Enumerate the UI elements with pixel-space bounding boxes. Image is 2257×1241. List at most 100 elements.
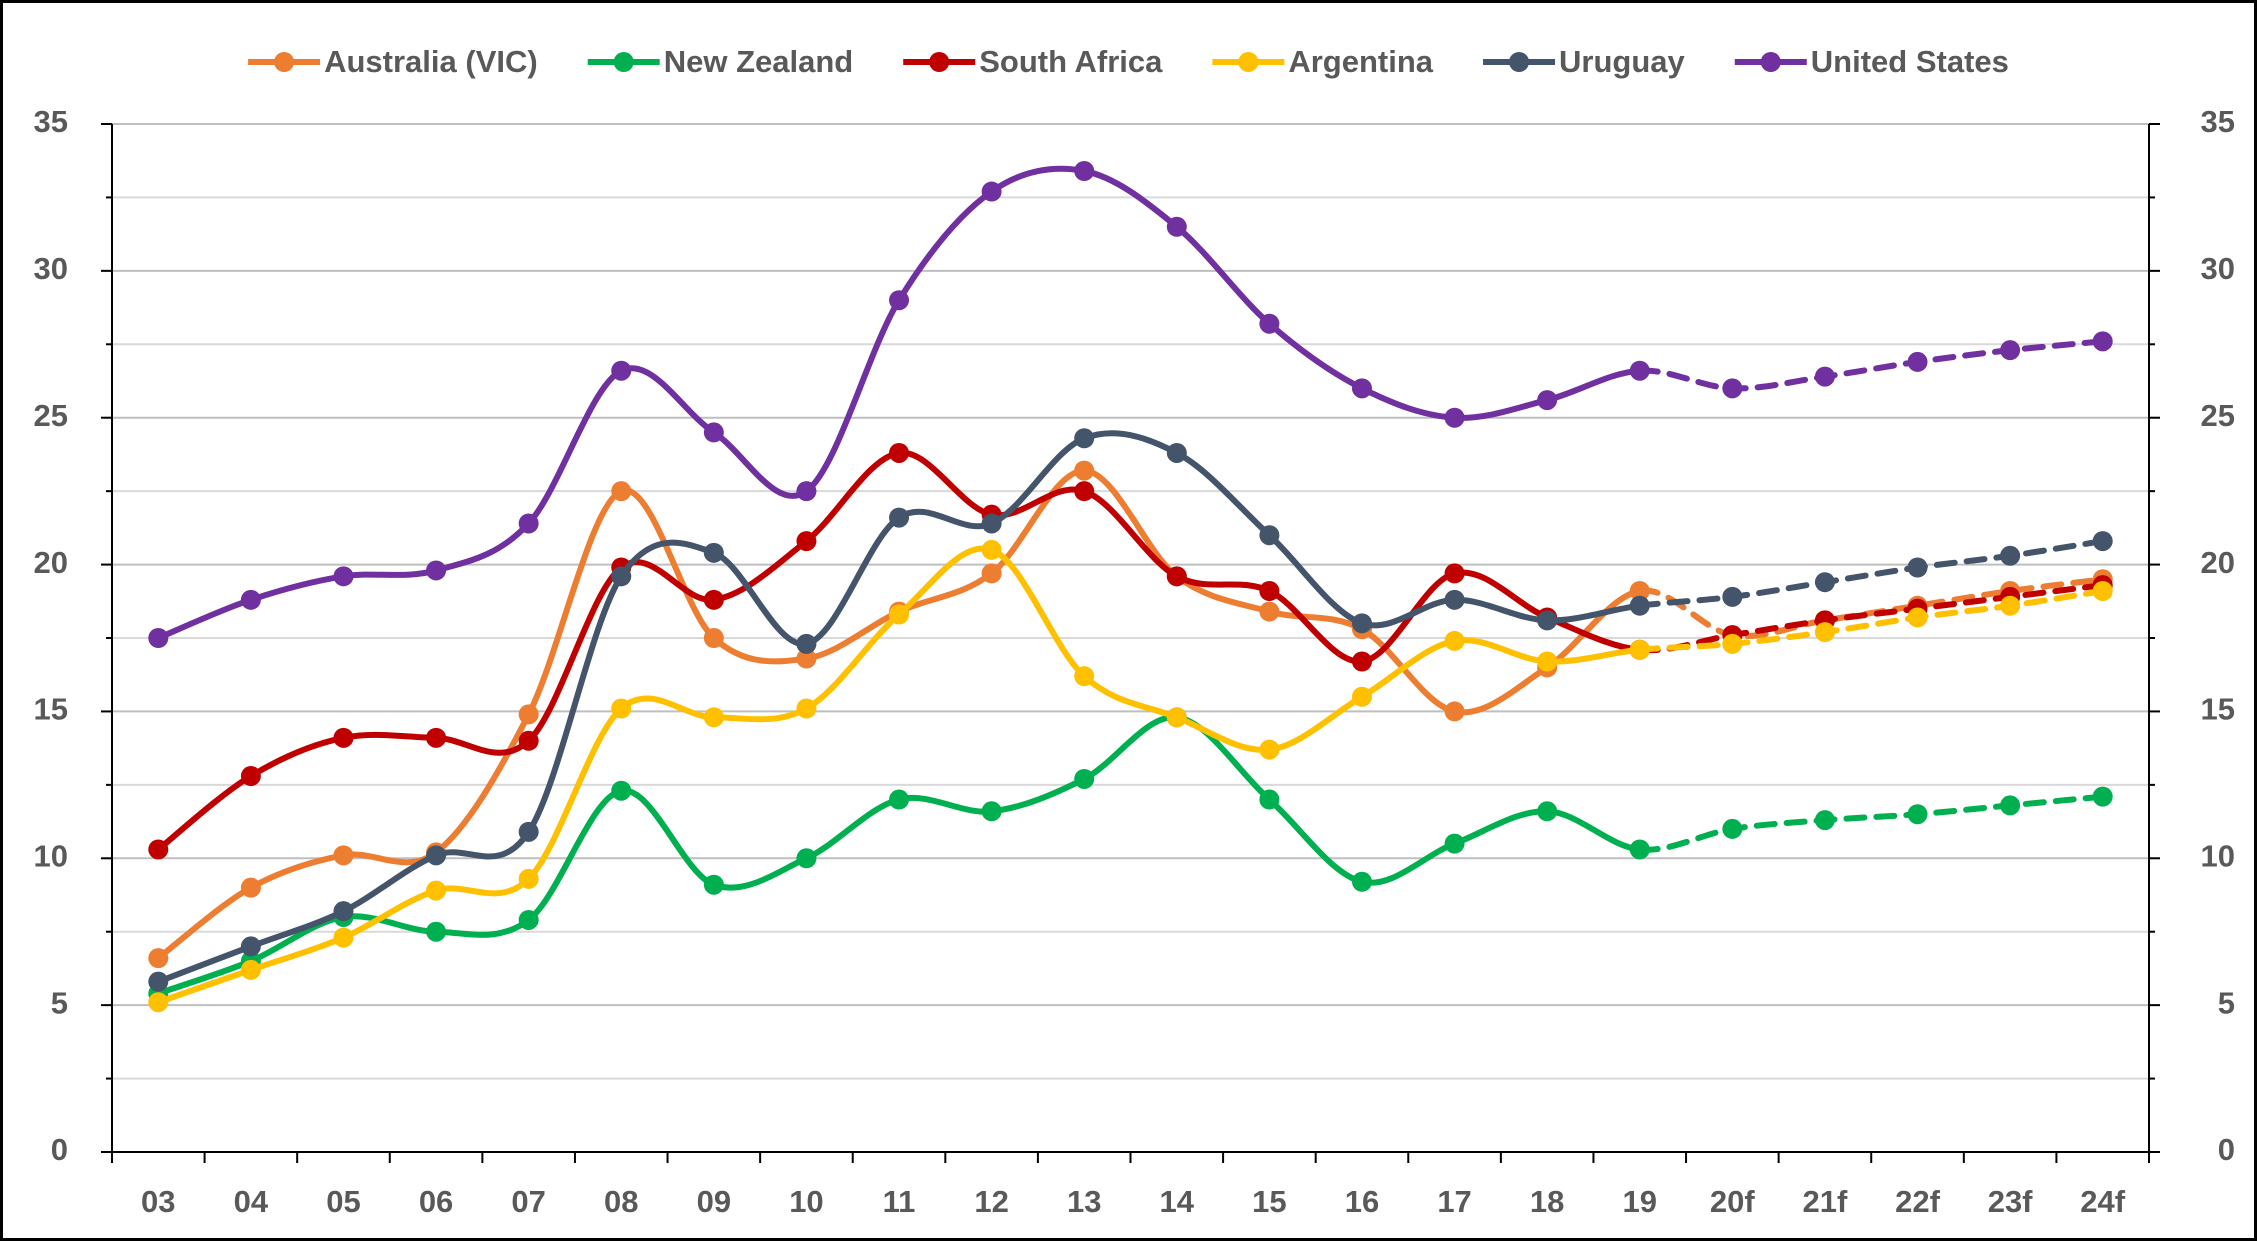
data-point bbox=[2000, 595, 2021, 616]
data-point bbox=[2092, 531, 2113, 552]
data-point bbox=[333, 566, 354, 587]
data-point bbox=[2092, 581, 2113, 602]
legend-marker bbox=[1760, 52, 1781, 72]
legend-label: Australia (VIC) bbox=[324, 44, 538, 79]
data-point bbox=[1074, 428, 1095, 449]
data-point bbox=[1444, 833, 1465, 854]
data-point bbox=[889, 442, 910, 463]
x-tick-label: 13 bbox=[1067, 1184, 1101, 1219]
data-point bbox=[1259, 789, 1280, 810]
data-point bbox=[518, 513, 539, 534]
data-point bbox=[1351, 378, 1372, 399]
data-point bbox=[426, 560, 447, 581]
data-point bbox=[611, 780, 632, 801]
data-point bbox=[796, 698, 817, 719]
data-point bbox=[703, 422, 724, 443]
data-point bbox=[1259, 525, 1280, 546]
data-point bbox=[518, 704, 539, 725]
data-point bbox=[796, 481, 817, 502]
legend-item: Uruguay bbox=[1483, 44, 1686, 79]
data-point bbox=[1351, 651, 1372, 672]
x-tick-label: 03 bbox=[141, 1184, 175, 1219]
data-point bbox=[1537, 390, 1558, 411]
data-point bbox=[148, 948, 169, 969]
data-point bbox=[1259, 313, 1280, 334]
data-point bbox=[796, 531, 817, 552]
data-point bbox=[518, 730, 539, 751]
y-tick-label: 5 bbox=[51, 985, 68, 1020]
data-point bbox=[1722, 633, 1743, 654]
legend-marker bbox=[1238, 52, 1259, 72]
x-tick-label: 23f bbox=[1988, 1184, 2033, 1219]
legend-label: New Zealand bbox=[664, 44, 854, 79]
data-point bbox=[796, 848, 817, 869]
legend-item: United States bbox=[1734, 44, 2009, 79]
data-point bbox=[1166, 442, 1187, 463]
data-point bbox=[518, 909, 539, 930]
y-tick-label: 25 bbox=[34, 398, 68, 433]
data-point bbox=[889, 507, 910, 528]
data-point bbox=[1907, 351, 1928, 372]
data-point bbox=[1814, 810, 1835, 831]
y-tick-label: 35 bbox=[34, 104, 68, 139]
data-point bbox=[611, 481, 632, 502]
data-point bbox=[1166, 566, 1187, 587]
y2-tick-label: 5 bbox=[2218, 985, 2235, 1020]
data-point bbox=[1351, 686, 1372, 707]
x-tick-label: 10 bbox=[789, 1184, 823, 1219]
data-point bbox=[2092, 786, 2113, 807]
x-tick-label: 21f bbox=[1803, 1184, 1848, 1219]
data-point bbox=[889, 604, 910, 625]
data-point bbox=[1444, 563, 1465, 584]
x-tick-label: 16 bbox=[1345, 1184, 1379, 1219]
y-tick-label: 10 bbox=[34, 838, 68, 873]
legend-marker bbox=[274, 52, 295, 72]
data-point bbox=[333, 727, 354, 748]
legend: Australia (VIC) New Zealand South Africa Ar… bbox=[248, 44, 2009, 79]
x-tick-label: 18 bbox=[1530, 1184, 1564, 1219]
legend-marker bbox=[1509, 52, 1530, 72]
lines bbox=[148, 160, 2113, 1013]
x-tick-label: 09 bbox=[697, 1184, 731, 1219]
data-point bbox=[426, 921, 447, 942]
data-point bbox=[1722, 818, 1743, 839]
data-point bbox=[148, 839, 169, 860]
grid bbox=[112, 123, 2149, 1080]
legend-marker bbox=[929, 52, 950, 72]
data-point bbox=[2000, 795, 2021, 816]
x-tick-label: 08 bbox=[604, 1184, 638, 1219]
x-tick-label: 04 bbox=[234, 1184, 269, 1219]
data-point bbox=[240, 766, 261, 787]
data-point bbox=[333, 927, 354, 948]
data-point bbox=[1629, 839, 1650, 860]
data-point bbox=[1814, 366, 1835, 387]
x-tick-label: 24f bbox=[2080, 1184, 2125, 1219]
legend-label: United States bbox=[1811, 44, 2009, 79]
data-point bbox=[981, 539, 1002, 560]
data-point bbox=[1629, 639, 1650, 660]
data-point bbox=[1629, 581, 1650, 602]
data-point bbox=[1629, 595, 1650, 616]
y2-tick-label: 25 bbox=[2201, 398, 2235, 433]
data-point bbox=[333, 901, 354, 922]
legend-item: Argentina bbox=[1212, 44, 1434, 79]
data-point bbox=[1259, 581, 1280, 602]
data-point bbox=[2000, 340, 2021, 361]
x-tick-label: 14 bbox=[1160, 1184, 1195, 1219]
y2-tick-label: 0 bbox=[2218, 1132, 2235, 1167]
data-point bbox=[240, 959, 261, 980]
data-point bbox=[703, 542, 724, 563]
data-point bbox=[611, 698, 632, 719]
data-point bbox=[1722, 378, 1743, 399]
x-tick-label: 22f bbox=[1895, 1184, 1940, 1219]
y-tick-label: 30 bbox=[34, 251, 68, 286]
data-point bbox=[148, 971, 169, 992]
data-point bbox=[1537, 651, 1558, 672]
y-tick-label: 15 bbox=[34, 692, 68, 727]
y-tick-label: 0 bbox=[51, 1132, 68, 1167]
data-point bbox=[426, 880, 447, 901]
data-point bbox=[518, 821, 539, 842]
data-point bbox=[240, 877, 261, 898]
y2-tick-label: 35 bbox=[2201, 104, 2235, 139]
